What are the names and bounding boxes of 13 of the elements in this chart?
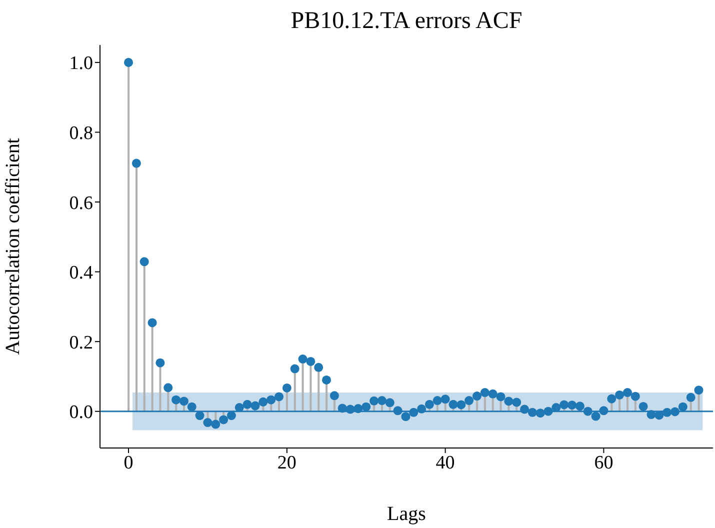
y-tick-label: 0.6: [69, 192, 93, 214]
y-axis-title: Autocorrelation coefficient: [2, 138, 24, 355]
y-tick-label: 0.2: [69, 332, 93, 354]
y-tick-label: 0.4: [69, 262, 94, 284]
x-tick-label: 0: [124, 452, 134, 474]
y-tick-label: 0.8: [69, 122, 93, 144]
y-tick-label: 0.0: [69, 402, 93, 424]
y-tick-label: 1.0: [69, 53, 93, 74]
chart-title: PB10.12.TA errors ACF: [290, 8, 524, 35]
x-tick-label: 60: [594, 452, 614, 474]
x-tick-label: 40: [436, 452, 455, 474]
x-axis-title: Lags: [387, 503, 426, 525]
x-tick-label: 20: [277, 452, 296, 474]
